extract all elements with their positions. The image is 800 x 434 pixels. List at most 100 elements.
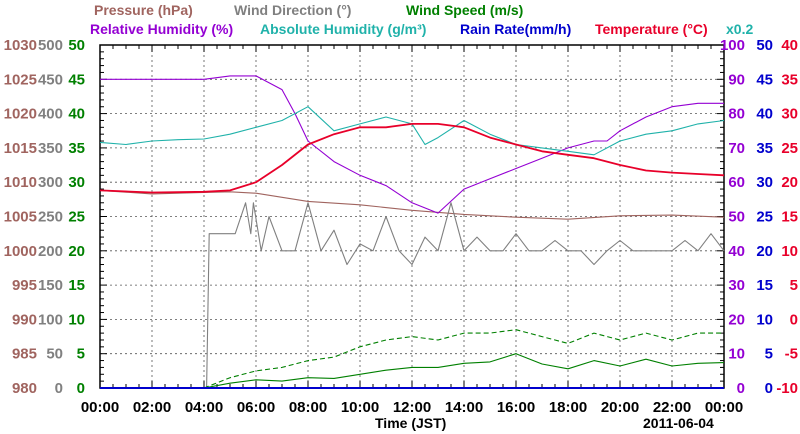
legend-temperature: Temperature (°C) bbox=[595, 21, 708, 37]
y-tick-label-wind-speed: 35 bbox=[68, 140, 85, 157]
y-tick-label-wind-speed: 5 bbox=[77, 346, 85, 363]
legend-multiplier: x0.2 bbox=[726, 21, 753, 37]
legend-wind-direction: Wind Direction (°) bbox=[234, 2, 351, 18]
y-tick-label-temperature: 30 bbox=[781, 106, 798, 123]
y-tick-label-relative-humidity: 0 bbox=[737, 380, 745, 397]
x-tick-label: 00:00 bbox=[705, 399, 743, 416]
series-wind-direction bbox=[206, 202, 725, 389]
y-tick-label-rain-rate: 10 bbox=[756, 311, 773, 328]
y-tick-label-rain-rate: 40 bbox=[756, 106, 773, 123]
y-tick-label-wind-speed: 15 bbox=[68, 277, 85, 294]
y-tick-label-wind-direction: 200 bbox=[38, 243, 63, 260]
y-tick-label-rain-rate: 15 bbox=[756, 277, 773, 294]
series-absolute-humidity bbox=[99, 106, 725, 156]
y-tick-label-relative-humidity: 80 bbox=[728, 106, 745, 123]
legend-rain-rate: Rain Rate(mm/h) bbox=[460, 21, 571, 37]
legend-absolute-humidity: Absolute Humidity (g/m³) bbox=[260, 21, 426, 37]
x-tick-label: 20:00 bbox=[601, 399, 639, 416]
y-tick-label-pressure: 1000 bbox=[4, 243, 37, 260]
y-tick-label-pressure: 985 bbox=[12, 346, 37, 363]
y-tick-label-temperature: 5 bbox=[790, 277, 798, 294]
y-tick-label-pressure: 980 bbox=[12, 380, 37, 397]
y-tick-label-rain-rate: 45 bbox=[756, 71, 773, 88]
x-tick-label: 02:00 bbox=[133, 399, 171, 416]
y-tick-label-wind-speed: 50 bbox=[68, 37, 85, 54]
legend-pressure: Pressure (hPa) bbox=[94, 2, 193, 18]
y-tick-label-temperature: 40 bbox=[781, 37, 798, 54]
y-tick-label-wind-speed: 0 bbox=[77, 380, 85, 397]
y-tick-label-pressure: 1020 bbox=[4, 106, 37, 123]
y-tick-label-rain-rate: 50 bbox=[756, 37, 773, 54]
y-tick-label-wind-direction: 400 bbox=[38, 106, 63, 123]
y-tick-label-temperature: 20 bbox=[781, 174, 798, 191]
y-tick-label-relative-humidity: 90 bbox=[728, 71, 745, 88]
y-tick-label-relative-humidity: 60 bbox=[728, 174, 745, 191]
y-tick-label-pressure: 1005 bbox=[4, 209, 37, 226]
series-relative-humidity bbox=[100, 75, 724, 214]
y-tick-label-wind-speed: 25 bbox=[68, 209, 85, 226]
y-tick-label-temperature: 15 bbox=[781, 209, 798, 226]
y-tick-label-rain-rate: 35 bbox=[756, 140, 773, 157]
y-tick-label-temperature: 0 bbox=[790, 311, 798, 328]
y-tick-label-wind-speed: 10 bbox=[68, 311, 85, 328]
y-tick-label-wind-direction: 450 bbox=[38, 71, 63, 88]
y-tick-label-wind-speed: 20 bbox=[68, 243, 85, 260]
y-tick-label-relative-humidity: 100 bbox=[720, 37, 745, 54]
y-tick-label-pressure: 1030 bbox=[4, 37, 37, 54]
grid bbox=[99, 44, 725, 389]
x-tick-label: 18:00 bbox=[549, 399, 587, 416]
y-tick-label-rain-rate: 0 bbox=[765, 380, 773, 397]
y-tick-label-wind-direction: 250 bbox=[38, 209, 63, 226]
y-tick-label-wind-direction: 50 bbox=[46, 346, 63, 363]
y-tick-label-wind-speed: 45 bbox=[68, 71, 85, 88]
y-tick-label-wind-speed: 40 bbox=[68, 106, 85, 123]
y-tick-label-wind-direction: 150 bbox=[38, 277, 63, 294]
series-temperature bbox=[99, 123, 725, 194]
y-tick-label-wind-direction: 500 bbox=[38, 37, 63, 54]
y-tick-label-pressure: 990 bbox=[12, 311, 37, 328]
y-tick-label-rain-rate: 20 bbox=[756, 243, 773, 260]
x-tick-label: 10:00 bbox=[341, 399, 379, 416]
y-tick-label-pressure: 1025 bbox=[4, 71, 37, 88]
x-tick-label: 14:00 bbox=[445, 399, 483, 416]
axis-labels: 00:00 02:00 04:00 06:00 08:00 10:00 12:00 14:00… bbox=[4, 37, 798, 416]
y-tick-label-wind-direction: 300 bbox=[38, 174, 63, 191]
legend-relative-humidity: Relative Humidity (%) bbox=[90, 21, 233, 37]
y-tick-label-pressure: 1010 bbox=[4, 174, 37, 191]
y-tick-label-pressure: 1015 bbox=[4, 140, 37, 157]
series-pressure bbox=[99, 189, 725, 220]
x-tick-label: 04:00 bbox=[185, 399, 223, 416]
x-tick-label: 06:00 bbox=[237, 399, 275, 416]
y-tick-label-wind-speed: 30 bbox=[68, 174, 85, 191]
x-tick-label: 08:00 bbox=[289, 399, 327, 416]
y-tick-label-temperature: 35 bbox=[781, 71, 798, 88]
y-tick-label-relative-humidity: 10 bbox=[728, 346, 745, 363]
x-tick-label: 16:00 bbox=[497, 399, 535, 416]
y-tick-label-temperature: 25 bbox=[781, 140, 798, 157]
y-tick-label-rain-rate: 30 bbox=[756, 174, 773, 191]
y-tick-label-relative-humidity: 40 bbox=[728, 243, 745, 260]
y-tick-label-wind-direction: 350 bbox=[38, 140, 63, 157]
x-tick-label: 00:00 bbox=[81, 399, 119, 416]
y-tick-label-relative-humidity: 30 bbox=[728, 277, 745, 294]
y-tick-label-relative-humidity: 20 bbox=[728, 311, 745, 328]
y-tick-label-wind-direction: 0 bbox=[55, 380, 63, 397]
series-wind-speed bbox=[100, 353, 725, 389]
y-tick-label-temperature: -5 bbox=[785, 346, 798, 363]
series-layer bbox=[99, 75, 725, 389]
y-tick-label-temperature: 10 bbox=[781, 243, 798, 260]
y-tick-label-pressure: 995 bbox=[12, 277, 37, 294]
series-wind-speed-gust bbox=[100, 329, 724, 389]
x-axis-label: Time (JST) bbox=[375, 415, 446, 431]
y-tick-label-rain-rate: 5 bbox=[765, 346, 773, 363]
y-tick-label-temperature: -10 bbox=[776, 380, 798, 397]
y-tick-label-relative-humidity: 70 bbox=[728, 140, 745, 157]
y-tick-label-rain-rate: 25 bbox=[756, 209, 773, 226]
x-tick-label: 22:00 bbox=[653, 399, 691, 416]
y-tick-label-relative-humidity: 50 bbox=[728, 209, 745, 226]
x-tick-label: 12:00 bbox=[393, 399, 431, 416]
date-label: 2011-06-04 bbox=[643, 415, 714, 431]
legend-wind-speed: Wind Speed (m/s) bbox=[406, 2, 523, 18]
